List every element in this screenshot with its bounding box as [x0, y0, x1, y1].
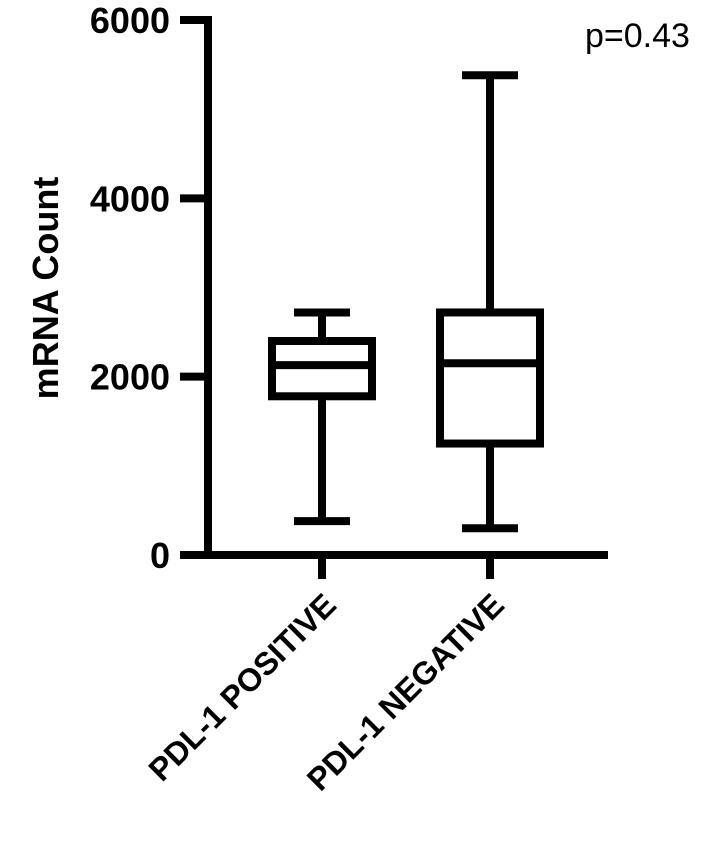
- x-tick-label: PDL-1 POSITIVE: [141, 586, 342, 787]
- y-tick-label: 2000: [90, 357, 170, 398]
- p-value-annotation: p=0.43: [585, 17, 690, 55]
- boxes: [268, 71, 544, 533]
- box-group: [268, 308, 376, 526]
- box-group: [436, 71, 544, 533]
- axes: [180, 16, 608, 579]
- y-tick-label: 6000: [90, 0, 170, 41]
- iqr-box: [436, 308, 544, 448]
- y-tick-label: 0: [150, 535, 170, 576]
- y-tick-label: 4000: [90, 178, 170, 219]
- y-axis-title: mRNA Count: [25, 177, 66, 400]
